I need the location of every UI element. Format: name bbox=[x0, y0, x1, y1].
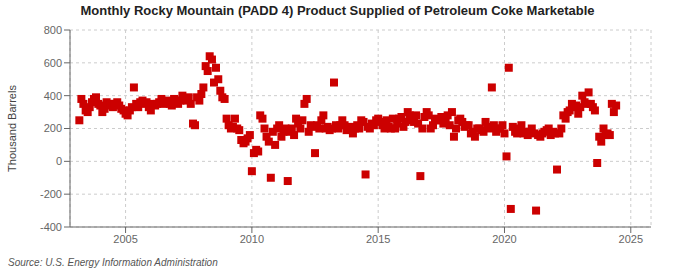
svg-text:2025: 2025 bbox=[619, 233, 643, 245]
svg-text:200: 200 bbox=[44, 122, 62, 134]
svg-text:-200: -200 bbox=[40, 188, 62, 200]
html-text:Source: U.S. Energy Informatio: Source: U.S. Energy Information Administ… bbox=[8, 257, 218, 268]
svg-text:2015: 2015 bbox=[366, 233, 390, 245]
svg-text:0: 0 bbox=[56, 155, 62, 167]
html-text:Monthly Rocky Mountain (PADD 4: Monthly Rocky Mountain (PADD 4) Product … bbox=[80, 3, 595, 18]
svg-text:800: 800 bbox=[44, 24, 62, 36]
svg-text:Thousand Barrels: Thousand Barrels bbox=[8, 85, 18, 172]
svg-text:400: 400 bbox=[44, 90, 62, 102]
svg-text:-400: -400 bbox=[40, 221, 62, 233]
svg-text:2020: 2020 bbox=[492, 233, 516, 245]
svg-text:600: 600 bbox=[44, 57, 62, 69]
svg-text:2005: 2005 bbox=[113, 233, 137, 245]
svg-text:2010: 2010 bbox=[240, 233, 264, 245]
